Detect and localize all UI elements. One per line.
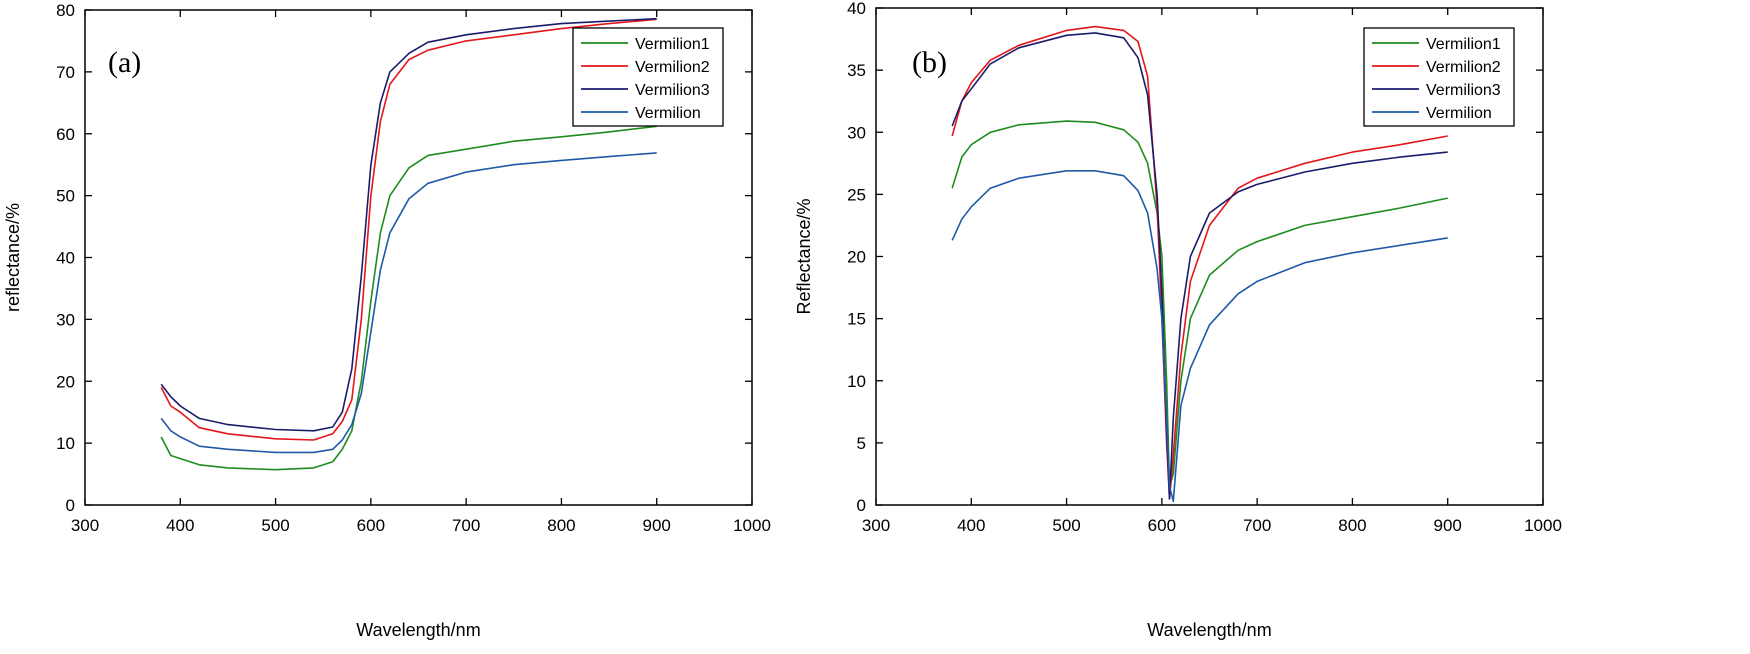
- x-tick-label: 500: [261, 516, 289, 535]
- y-tick-label: 35: [847, 61, 866, 80]
- series-line-vermilion1: [160, 125, 657, 471]
- x-tick-label: 900: [643, 516, 671, 535]
- series-line-vermilion: [951, 170, 1448, 503]
- legend-label: Vermilion3: [1426, 82, 1501, 99]
- panel-label: (b): [912, 46, 947, 79]
- y-tick-label: 50: [56, 187, 75, 206]
- x-tick-label: 300: [71, 516, 99, 535]
- y-tick-label: 70: [56, 63, 75, 82]
- y-tick-label: 15: [847, 310, 866, 329]
- x-tick-label: 1000: [733, 516, 771, 535]
- legend-label: Vermilion3: [635, 82, 710, 99]
- series-line-vermilion2: [160, 18, 657, 441]
- x-tick-label: 600: [1148, 516, 1176, 535]
- panel-label: (a): [108, 46, 141, 79]
- legend-label: Vermilion1: [1426, 36, 1501, 53]
- y-tick-label: 80: [56, 1, 75, 20]
- legend-label: Vermilion1: [635, 36, 710, 53]
- legend-label: Vermilion: [635, 105, 701, 122]
- y-tick-label: 5: [857, 434, 866, 453]
- x-tick-label: 400: [957, 516, 985, 535]
- x-tick-label: 800: [1338, 516, 1366, 535]
- chart-panel-a: 300 400 500 600 700 800 900 1000 0 10 20 30 40 50 60 70…: [3, 1, 771, 640]
- x-tick-label: 1000: [1524, 516, 1562, 535]
- x-tick-label: 700: [452, 516, 480, 535]
- y-axis-label: reflectance/%: [3, 203, 23, 312]
- x-axis-label: Wavelength/nm: [356, 620, 480, 640]
- y-tick-label: 20: [847, 248, 866, 267]
- x-tick-label: 400: [166, 516, 194, 535]
- legend: Vermilion1 Vermilion2 Vermilion3 Vermilion: [1363, 27, 1515, 127]
- legend-box: [572, 27, 724, 127]
- y-tick-label: 60: [56, 125, 75, 144]
- series-line-vermilion: [160, 152, 657, 454]
- x-tick-label: 900: [1434, 516, 1462, 535]
- y-tick-label: 0: [66, 496, 75, 515]
- series-line-vermilion1: [951, 120, 1448, 488]
- y-tick-label: 40: [847, 0, 866, 18]
- y-tick-label: 30: [847, 123, 866, 142]
- y-tick-label: 10: [56, 434, 75, 453]
- y-tick-label: 30: [56, 310, 75, 329]
- x-tick-label: 600: [357, 516, 385, 535]
- series-line-vermilion3: [160, 17, 657, 432]
- x-axis-label: Wavelength/nm: [1147, 620, 1271, 640]
- legend-label: Vermilion: [1426, 105, 1492, 122]
- legend-label: Vermilion2: [635, 59, 710, 76]
- chart-panel-b: 300 400 500 600 700 800 900 1000 0 5 10 15 20 25 30 35 4…: [794, 0, 1562, 640]
- y-tick-label: 0: [857, 496, 866, 515]
- y-tick-label: 40: [56, 249, 75, 268]
- legend-label: Vermilion2: [1426, 59, 1501, 76]
- legend-box: [1363, 27, 1515, 127]
- x-tick-label: 800: [547, 516, 575, 535]
- x-tick-label: 300: [862, 516, 890, 535]
- y-tick-label: 10: [847, 372, 866, 391]
- y-tick-label: 20: [56, 372, 75, 391]
- y-tick-label: 25: [847, 185, 866, 204]
- legend: Vermilion1 Vermilion2 Vermilion3 Vermilion: [572, 27, 724, 127]
- x-tick-label: 500: [1052, 516, 1080, 535]
- y-axis-label: Reflectance/%: [794, 198, 814, 314]
- x-tick-label: 700: [1243, 516, 1271, 535]
